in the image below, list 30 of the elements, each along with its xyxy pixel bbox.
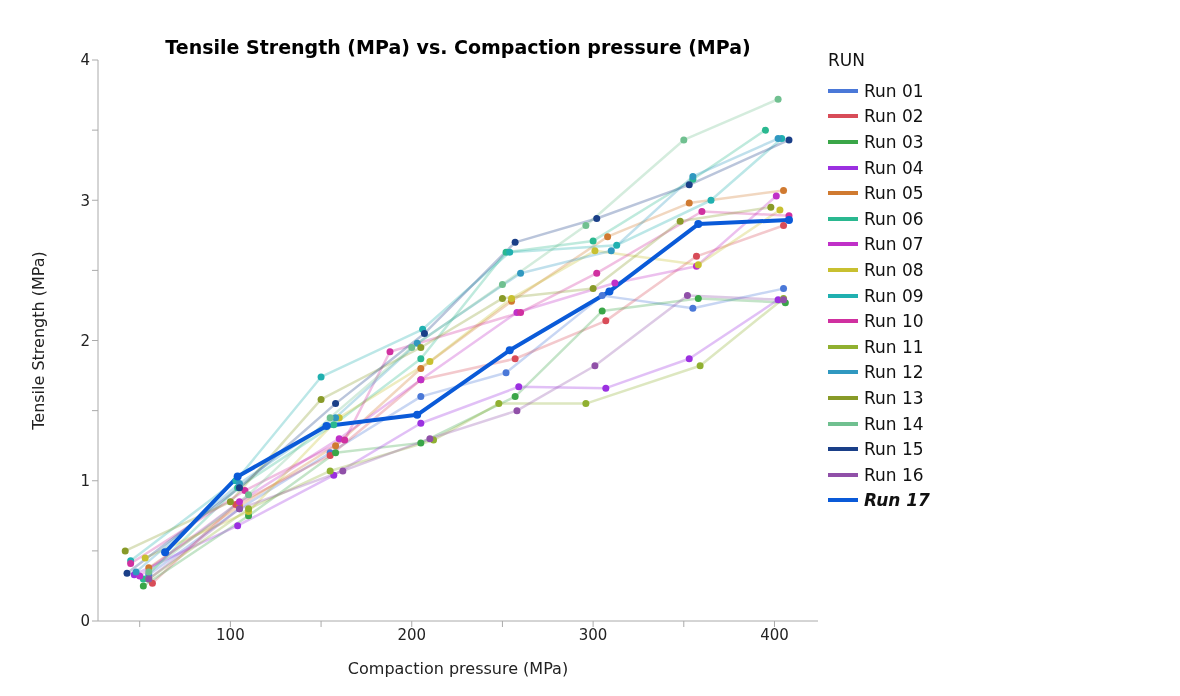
- legend-label: Run 05: [864, 183, 924, 204]
- legend-label: Run 10: [864, 311, 924, 332]
- x-tick-label: 200: [397, 625, 427, 644]
- chart-title: Tensile Strength (MPa) vs. Compaction pressure (MPa): [164, 36, 752, 58]
- x-axis-title: Compaction pressure (MPa): [347, 659, 569, 678]
- legend-label: Run 11: [864, 336, 924, 357]
- legend-label: Run 13: [864, 387, 924, 408]
- legend-label: Run 08: [864, 259, 924, 280]
- legend-label: Run 04: [864, 157, 924, 178]
- legend-label: Run 15: [864, 439, 924, 460]
- y-axis-title: Tensile Strength (MPa): [28, 251, 48, 431]
- x-tick-label: 300: [578, 625, 608, 644]
- y-tick-label: 4: [80, 51, 90, 70]
- y-tick-label: 1: [80, 472, 90, 491]
- y-tick-label: 3: [80, 191, 90, 210]
- legend-label: Run 06: [864, 208, 924, 229]
- legend-label: Run 16: [864, 464, 924, 485]
- legend-label: Run 14: [864, 413, 924, 434]
- y-tick-label: 2: [80, 331, 90, 350]
- legend-label: Run 09: [864, 285, 924, 306]
- legend-label: Run 03: [864, 131, 924, 152]
- x-tick-label: 100: [216, 625, 245, 644]
- y-tick-label: 0: [80, 612, 90, 631]
- x-tick-label: 400: [760, 625, 789, 644]
- legend-label: Run 07: [864, 234, 924, 255]
- legend-title: RUN: [828, 50, 866, 70]
- legend-label: Run 17: [864, 490, 930, 511]
- legend-label: Run 12: [864, 362, 924, 383]
- legend-label: Run 02: [864, 106, 924, 127]
- legend-label: Run 01: [864, 80, 924, 101]
